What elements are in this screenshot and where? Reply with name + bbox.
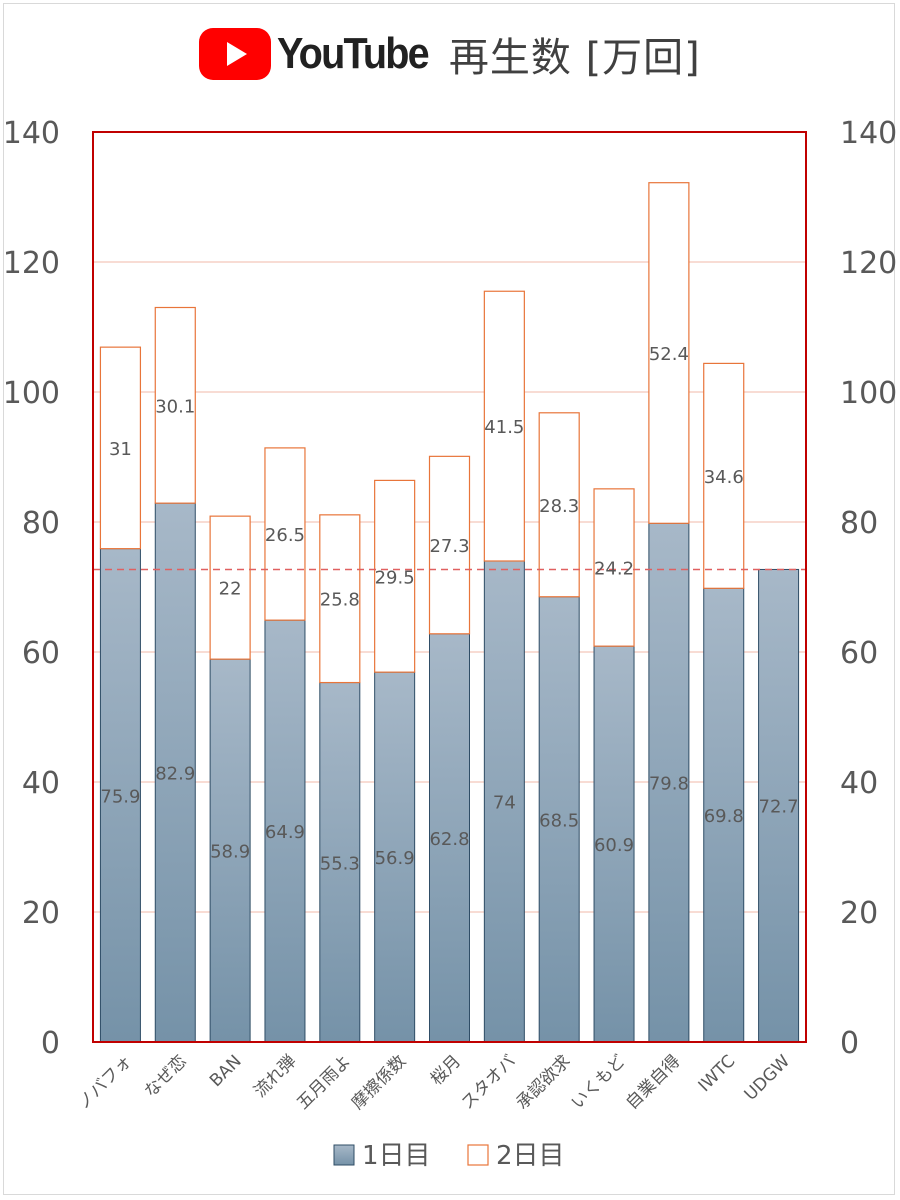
data-label-day2: 26.5	[265, 525, 305, 546]
y-tick-label-right: 80	[840, 506, 878, 541]
data-label-day1: 72.7	[759, 797, 799, 818]
bar-day2	[209, 515, 251, 660]
data-label-day1: 69.8	[704, 806, 744, 827]
data-label-day1: 74	[493, 793, 516, 814]
plot-area-border	[92, 131, 807, 1043]
x-category-label: 摩擦係数	[348, 1051, 410, 1113]
youtube-logo: YouTube	[199, 28, 445, 80]
y-tick-label-right: 20	[840, 896, 878, 931]
data-label-day2: 31	[109, 439, 132, 460]
data-label-day2: 29.5	[375, 567, 415, 588]
y-tick-label-right: 140	[840, 116, 897, 151]
x-category-label: ノバフォ	[74, 1051, 136, 1113]
x-category-label: IWTC	[695, 1051, 740, 1096]
data-label-day1: 79.8	[649, 774, 689, 795]
data-label-day2: 24.2	[594, 559, 634, 580]
data-label-day1: 68.5	[539, 810, 579, 831]
x-category-label: 流れ弾	[250, 1051, 300, 1101]
chart-frame	[3, 3, 895, 1195]
y-tick-label-right: 0	[840, 1026, 859, 1061]
x-category-label: いくもど	[568, 1051, 630, 1113]
data-label-day2: 41.5	[484, 417, 524, 438]
y-tick-label-left: 20	[22, 896, 60, 931]
bar-day2	[648, 182, 690, 524]
bar-day2	[374, 479, 416, 673]
legend-label-day1: 1日目	[362, 1141, 431, 1171]
legend-label-day2: 2日目	[496, 1141, 565, 1171]
bar-day1	[429, 633, 470, 1043]
data-label-day1: 62.8	[429, 829, 469, 850]
bar-day1	[209, 658, 251, 1043]
data-label-day2: 27.3	[429, 536, 469, 557]
bar-day1	[374, 671, 416, 1043]
data-label-day1: 64.9	[265, 822, 305, 843]
bar-day2	[428, 455, 471, 635]
y-tick-label-left: 140	[3, 116, 60, 151]
x-category-label: なぜ恋	[140, 1051, 191, 1102]
bar-day1	[593, 645, 635, 1043]
data-label-day1: 55.3	[320, 853, 360, 874]
bar-day2	[593, 488, 635, 647]
x-category-label: UDGW	[741, 1051, 795, 1105]
bar-day2	[538, 412, 580, 598]
data-label-day2: 25.8	[320, 590, 360, 611]
data-label-day1: 60.9	[594, 835, 634, 856]
x-category-label: 自業自得	[622, 1051, 684, 1113]
x-category-label: BAN	[206, 1051, 246, 1091]
data-label-day2: 34.6	[704, 467, 744, 488]
data-label-day2: 28.3	[539, 496, 579, 517]
x-category-label: 桜月	[427, 1051, 465, 1089]
bar-day2	[154, 306, 196, 504]
data-label-day2: 22	[219, 579, 242, 600]
y-tick-label-left: 100	[3, 376, 60, 411]
bar-day1	[319, 682, 361, 1043]
y-tick-label-left: 60	[22, 636, 60, 671]
y-tick-label-right: 40	[840, 766, 878, 801]
bar-day2	[319, 514, 361, 684]
bar-day2	[99, 346, 142, 550]
bar-day1	[648, 522, 690, 1043]
chart-title: 再生数 [万回]	[448, 35, 701, 81]
x-category-label: 承認欲求	[513, 1051, 575, 1113]
data-label-day1: 56.9	[375, 848, 415, 869]
youtube-play-icon	[199, 28, 272, 80]
bar-day2	[703, 362, 745, 589]
y-tick-label-left: 120	[3, 246, 60, 281]
youtube-wordmark: YouTube	[277, 29, 430, 78]
y-tick-label-right: 120	[840, 246, 897, 281]
chart-header: YouTube 再生数 [万回]	[0, 22, 900, 86]
y-tick-label-right: 60	[840, 636, 878, 671]
x-category-label: 五月雨よ	[293, 1051, 355, 1113]
bar-day1	[538, 596, 580, 1043]
data-label-day1: 75.9	[100, 786, 140, 807]
bar-day1	[758, 568, 800, 1043]
y-tick-label-left: 40	[22, 766, 60, 801]
legend-swatch-day2	[467, 1144, 489, 1166]
y-tick-label-left: 0	[41, 1026, 60, 1061]
data-label-day2: 30.1	[155, 396, 195, 417]
data-label-day1: 82.9	[155, 764, 195, 785]
data-label-day1: 58.9	[210, 842, 250, 863]
y-tick-label-left: 80	[22, 506, 60, 541]
bar-day1	[483, 560, 525, 1043]
x-category-label: スタオバ	[458, 1051, 520, 1113]
legend-swatch-day1	[333, 1144, 355, 1166]
bar-day2	[483, 290, 525, 562]
bar-day1	[703, 587, 745, 1043]
bar-day2	[264, 447, 306, 621]
y-tick-label-right: 100	[840, 376, 897, 411]
data-label-day2: 52.4	[649, 344, 689, 365]
